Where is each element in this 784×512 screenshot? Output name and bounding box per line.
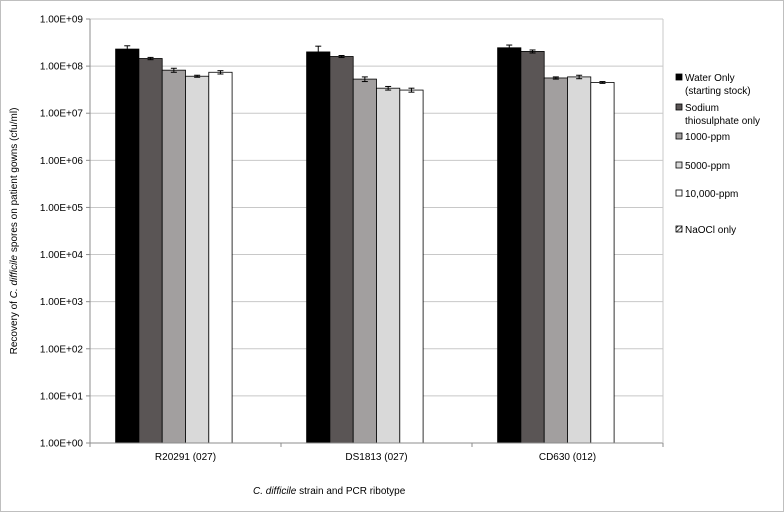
bar: [590, 82, 615, 444]
x-tick-label: DS1813 (027): [345, 452, 407, 463]
y-axis-title: Recovery of C. difficile spores on patie…: [9, 108, 20, 355]
bar: [399, 89, 424, 444]
legend: Water Only (starting stock) Sodium thiosulp…: [675, 73, 760, 236]
y-tick-label: 1.00E+01: [40, 391, 84, 402]
bar: [185, 75, 210, 444]
legend-label: Sodium thiosulphate only: [685, 103, 760, 127]
legend-label: 10,000-ppm: [685, 189, 738, 200]
legend-swatch: [675, 132, 683, 140]
y-tick-label: 1.00E+09: [40, 15, 84, 26]
bar: [208, 71, 233, 444]
x-tick-labels: R20291 (027) DS1813 (027) CD630 (012): [155, 452, 596, 463]
bar: [376, 87, 401, 444]
legend-label: NaOCl only: [685, 225, 736, 236]
bar: [161, 69, 186, 444]
axes: [86, 18, 664, 447]
bar: [543, 77, 568, 444]
bars: [115, 47, 615, 444]
bar: [352, 78, 377, 444]
y-tick-label: 1.00E+00: [40, 439, 84, 450]
y-tick-label: 1.00E+05: [40, 203, 84, 214]
bar: [115, 48, 140, 444]
legend-swatch: [675, 161, 683, 169]
y-tick-label: 1.00E+02: [40, 344, 84, 355]
error-bars: [124, 44, 606, 93]
x-tick-label: CD630 (012): [539, 452, 596, 463]
legend-label: Water Only (starting stock): [685, 73, 751, 97]
y-tick-label: 1.00E+08: [40, 62, 84, 73]
bar: [497, 47, 522, 444]
legend-label: 1000-ppm: [685, 132, 730, 143]
legend-swatch: [675, 103, 683, 111]
legend-swatch: [675, 189, 683, 197]
legend-swatch: [675, 73, 683, 81]
bar: [138, 58, 163, 444]
y-tick-label: 1.00E+07: [40, 109, 84, 120]
y-tick-label: 1.00E+03: [40, 297, 84, 308]
bar: [567, 76, 592, 444]
x-tick-label: R20291 (027): [155, 452, 216, 463]
x-axis-title: C. difficile strain and PCR ribotype: [253, 486, 406, 497]
bar: [329, 56, 354, 444]
y-tick-label: 1.00E+04: [40, 250, 84, 261]
y-tick-labels: 1.00E+00 1.00E+01 1.00E+02 1.00E+03 1.00E+04…: [40, 15, 84, 450]
legend-swatch: [675, 225, 683, 233]
legend-label: 5000-ppm: [685, 161, 730, 172]
y-tick-label: 1.00E+06: [40, 156, 84, 167]
bar: [520, 51, 545, 444]
bar: [306, 51, 331, 444]
